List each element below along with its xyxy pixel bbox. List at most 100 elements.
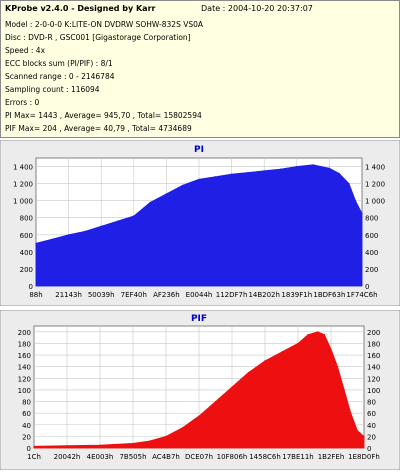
pif-data-point — [264, 360, 266, 362]
info-speed: Speed : 4x — [5, 46, 46, 55]
pi-ytick-left: 1 200 — [13, 181, 33, 189]
pi-data-point — [296, 165, 298, 168]
pi-ytick-left: 600 — [20, 232, 33, 240]
pi-data-point — [214, 176, 216, 178]
pi-ytick-right: 800 — [365, 215, 378, 223]
pi-data-point — [182, 184, 184, 186]
pi-ytick-left: 1 000 — [13, 198, 33, 206]
pif-xtick: 7B505h — [119, 453, 146, 461]
pif-data-point — [165, 435, 167, 437]
pi-xtick: 88h — [29, 291, 42, 299]
pif-data-point — [323, 334, 325, 336]
pif-xtick: 4E003h — [87, 453, 114, 461]
pif-data-point — [66, 445, 68, 447]
pif-data-point — [337, 366, 339, 368]
pi-data-point — [279, 168, 282, 170]
pif-xtick: AC4B7h — [152, 453, 180, 461]
pi-data-point — [198, 178, 200, 180]
info-sampling-count: Sampling count : 116094 — [5, 85, 100, 94]
pif-ytick-left: 180 — [18, 340, 31, 348]
scan-date: Date : 2004-10-20 20:37:07 — [201, 4, 313, 13]
pi-data-point — [338, 172, 340, 174]
pif-ytick-right: 180 — [367, 340, 380, 348]
pi-xtick: AF236h — [153, 291, 180, 299]
pi-xtick: 21143h — [55, 291, 82, 299]
pif-data-point — [307, 334, 309, 336]
pif-ytick-left: 140 — [18, 364, 31, 372]
info-ecc-blocks: ECC blocks sum (PI/PIF) : 8/1 — [5, 59, 113, 68]
pif-data-point — [198, 415, 200, 417]
pi-xtick: 1F74C6h — [346, 291, 377, 299]
pif-ytick-left: 20 — [22, 433, 31, 441]
pif-data-point — [297, 342, 299, 345]
pif-ytick-right: 20 — [367, 433, 376, 441]
pi-chart-title: PI — [194, 145, 204, 155]
pi-xtick: 1839F1h — [281, 291, 312, 299]
pi-data-point — [133, 215, 135, 217]
info-pi-stats: PI Max= 1443 , Average= 945,70 , Total= … — [5, 111, 202, 120]
pif-ytick-right: 200 — [367, 329, 380, 337]
pi-xtick: 14B202h — [248, 291, 280, 299]
pif-data-point — [247, 371, 250, 374]
pif-data-point — [231, 386, 233, 388]
pif-xtick: 10F806h — [217, 453, 248, 461]
pif-data-point — [317, 331, 319, 333]
pi-ytick-left: 0 — [29, 283, 33, 291]
pi-data-point — [35, 242, 37, 244]
pif-chart-title: PIF — [191, 314, 207, 324]
pif-chart: PIF 0 0 20 20 40 40 60 60 80 80 100 100 120 120 140 140 1… — [0, 309, 400, 471]
pif-data-point — [99, 444, 101, 446]
pif-ytick-left: 160 — [18, 352, 31, 360]
pif-data-point — [214, 400, 217, 403]
pif-xtick: 1458C6h — [249, 453, 281, 461]
pif-xtick: 17BE11h — [282, 453, 313, 461]
pif-ytick-right: 0 — [367, 445, 371, 453]
pi-xtick: 7EF40h — [121, 291, 147, 299]
pif-ytick-left: 80 — [22, 399, 31, 407]
pi-data-point — [328, 167, 330, 169]
pi-data-point — [165, 193, 167, 195]
info-pif-stats: PIF Max= 204 , Average= 40,79 , Total= 4… — [5, 124, 192, 133]
pif-xtick: 1E8D0Fh — [348, 453, 380, 461]
pi-data-point — [51, 238, 53, 240]
pi-chart-panel: PI 0 0 200 200 400 400 600 600 800 800 1 000 1 000 1 … — [0, 139, 400, 307]
info-header: KProbe v2.4.0 - Designed by Karr Date : … — [0, 0, 400, 138]
pi-ytick-right: 1 000 — [365, 198, 385, 206]
pif-data-point — [181, 427, 184, 429]
info-scanned-range: Scanned range : 0 - 2146784 — [5, 72, 115, 81]
info-model: Model : 2-0-0-0 K:LITE-ON DVDRW SOHW-832… — [5, 20, 204, 29]
pi-data-point — [68, 234, 70, 236]
pi-xtick: 1BDF63h — [313, 291, 345, 299]
pif-ytick-right: 80 — [367, 399, 376, 407]
pif-chart-panel: PIF 0 0 20 20 40 40 60 60 80 80 100 100 120 120 140 140 1… — [0, 309, 400, 471]
pi-xtick: 50039h — [88, 291, 115, 299]
pi-data-point — [84, 230, 86, 232]
pif-ytick-left: 0 — [27, 445, 31, 453]
pi-data-point — [312, 164, 314, 166]
pi-data-point — [354, 200, 357, 202]
pi-data-point — [149, 201, 151, 203]
pif-ytick-right: 100 — [367, 387, 380, 395]
pif-xtick: DCE07h — [185, 453, 213, 461]
pif-xtick: 20042h — [54, 453, 81, 461]
pif-data-point — [343, 389, 345, 391]
pif-data-point — [148, 440, 151, 442]
pif-data-point — [363, 435, 365, 437]
pi-ytick-right: 400 — [365, 249, 378, 257]
pif-data-point — [280, 351, 283, 353]
pif-ytick-right: 40 — [367, 422, 376, 430]
pi-ytick-right: 1 400 — [365, 164, 385, 172]
pif-data-point — [330, 348, 332, 350]
pi-data-point — [361, 212, 363, 215]
pif-ytick-left: 120 — [18, 375, 31, 383]
pi-data-point — [247, 171, 249, 174]
info-errors: Errors : 0 — [5, 98, 40, 107]
pif-xtick: 1Ch — [27, 453, 41, 461]
pi-xtick: E0044h — [186, 291, 213, 299]
pif-data-point — [350, 412, 352, 414]
pif-ytick-left: 200 — [18, 329, 31, 337]
pif-data-point — [356, 429, 358, 432]
pif-data-point — [33, 445, 35, 447]
pi-ytick-left: 1 400 — [13, 164, 33, 172]
pi-data-point — [231, 173, 233, 175]
